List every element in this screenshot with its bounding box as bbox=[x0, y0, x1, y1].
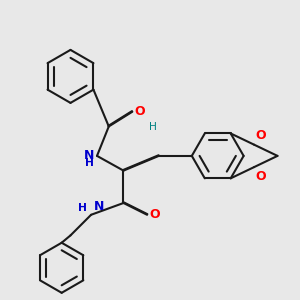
Text: O: O bbox=[256, 129, 266, 142]
Text: H: H bbox=[149, 122, 157, 132]
Text: O: O bbox=[149, 208, 160, 221]
Text: H: H bbox=[78, 203, 87, 213]
Text: O: O bbox=[135, 105, 145, 118]
Text: N: N bbox=[84, 149, 94, 162]
Text: O: O bbox=[256, 170, 266, 183]
Text: N: N bbox=[94, 200, 104, 213]
Text: H: H bbox=[85, 158, 94, 168]
